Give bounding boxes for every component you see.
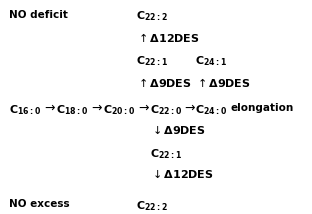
Text: $\downarrow\mathbf{\Delta12DES}$: $\downarrow\mathbf{\Delta12DES}$ xyxy=(150,168,213,180)
Text: $\mathbf{C}_{\mathbf{24:1}}$: $\mathbf{C}_{\mathbf{24:1}}$ xyxy=(195,55,227,68)
Text: $\rightarrow$: $\rightarrow$ xyxy=(136,101,150,114)
Text: $\mathbf{C}_{\mathbf{22:2}}$: $\mathbf{C}_{\mathbf{22:2}}$ xyxy=(136,10,168,23)
Text: elongation: elongation xyxy=(231,103,294,113)
Text: $\mathbf{C}_{\mathbf{22:1}}$: $\mathbf{C}_{\mathbf{22:1}}$ xyxy=(136,55,168,68)
Text: $\rightarrow$: $\rightarrow$ xyxy=(89,101,103,114)
Text: $\mathbf{C}_{\mathbf{18:0}}$: $\mathbf{C}_{\mathbf{18:0}}$ xyxy=(56,103,88,116)
Text: $\mathbf{C}_{\mathbf{24:0}}$: $\mathbf{C}_{\mathbf{24:0}}$ xyxy=(195,103,227,116)
Text: $\mathbf{C}_{\mathbf{16:0}}$: $\mathbf{C}_{\mathbf{16:0}}$ xyxy=(9,103,41,116)
Text: $\mathbf{C}_{\mathbf{20:0}}$: $\mathbf{C}_{\mathbf{20:0}}$ xyxy=(103,103,135,116)
Text: $\rightarrow$: $\rightarrow$ xyxy=(42,101,56,114)
Text: $\downarrow\mathbf{\Delta9DES}$: $\downarrow\mathbf{\Delta9DES}$ xyxy=(150,124,205,136)
Text: $\rightarrow$: $\rightarrow$ xyxy=(182,101,196,114)
Text: $\uparrow\mathbf{\Delta9DES}$: $\uparrow\mathbf{\Delta9DES}$ xyxy=(136,76,191,89)
Text: NO excess: NO excess xyxy=(9,199,70,210)
Text: NO deficit: NO deficit xyxy=(9,10,68,20)
Text: $\mathbf{C}_{\mathbf{22:2}}$: $\mathbf{C}_{\mathbf{22:2}}$ xyxy=(136,199,168,213)
Text: $\uparrow\mathbf{\Delta12DES}$: $\uparrow\mathbf{\Delta12DES}$ xyxy=(136,31,199,44)
Text: $\mathbf{C}_{\mathbf{22:1}}$: $\mathbf{C}_{\mathbf{22:1}}$ xyxy=(150,148,182,161)
Text: $\uparrow\mathbf{\Delta9DES}$: $\uparrow\mathbf{\Delta9DES}$ xyxy=(195,76,250,89)
Text: $\mathbf{C}_{\mathbf{22:0}}$: $\mathbf{C}_{\mathbf{22:0}}$ xyxy=(150,103,182,116)
